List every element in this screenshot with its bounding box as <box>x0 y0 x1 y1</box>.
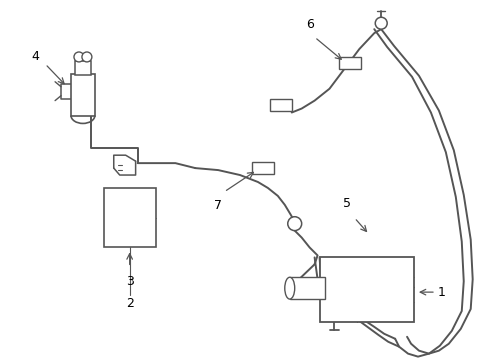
Text: 2: 2 <box>125 297 133 310</box>
Bar <box>289 277 324 299</box>
Circle shape <box>287 217 301 231</box>
Bar <box>71 74 95 116</box>
Bar <box>75 61 91 75</box>
Bar <box>251 162 273 174</box>
Text: 1: 1 <box>437 285 445 299</box>
Circle shape <box>74 52 84 62</box>
Text: 3: 3 <box>125 275 133 288</box>
Bar <box>269 99 291 111</box>
Text: 4: 4 <box>31 50 39 63</box>
Circle shape <box>82 52 92 62</box>
Circle shape <box>374 17 386 29</box>
Text: 7: 7 <box>214 199 222 212</box>
Text: 6: 6 <box>305 18 313 31</box>
Text: 5: 5 <box>343 197 351 210</box>
Ellipse shape <box>284 277 294 299</box>
Bar <box>103 188 155 247</box>
Bar <box>339 57 361 69</box>
Bar <box>319 257 413 322</box>
